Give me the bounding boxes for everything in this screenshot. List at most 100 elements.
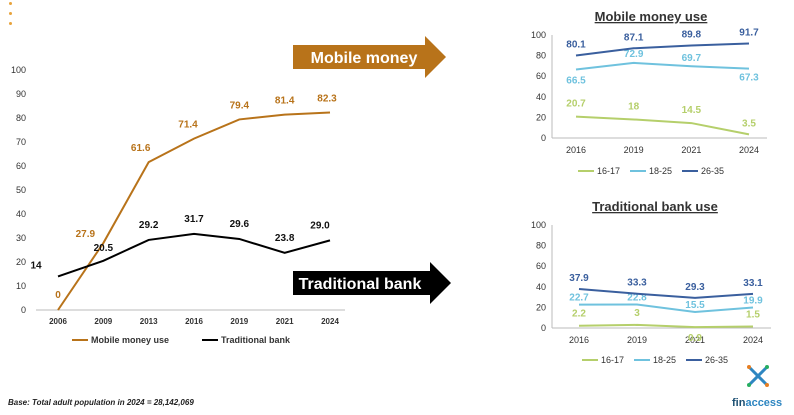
series-line-age-18-25 [575,61,750,71]
y-tick-label: 80 [536,51,546,61]
chart-title: Mobile money use [595,9,708,24]
series-line-age-16-17 [578,323,754,329]
x-tick-label: 2013 [140,317,158,326]
y-tick-label: 60 [536,261,546,271]
data-label: 3.5 [742,118,756,129]
data-label: 79.4 [230,100,250,111]
y-tick-label: 100 [11,65,26,75]
data-label: 0 [55,290,61,301]
data-label: 61.6 [131,143,151,154]
legend-label-age-18-25: 18-25 [649,166,672,176]
data-label: 29.6 [230,219,250,230]
data-label: 29.0 [310,220,330,231]
y-tick-label: 60 [536,71,546,81]
y-tick-label: 0 [541,323,546,333]
y-tick-label: 80 [536,241,546,251]
y-tick-label: 60 [16,161,26,171]
main-line-chart: 0 10 20 30 40 50 60 70 80 90 100 2006 2009 2013 2016 20… [11,65,345,345]
series-line-mobile-money [57,111,331,311]
x-tick-label: 2016 [185,317,203,326]
legend-label-age-16-17: 16-17 [601,355,624,365]
data-label: 33.3 [627,278,647,289]
data-label: 89.8 [682,30,702,41]
traditional-bank-arrow: Traditional bank [293,262,451,304]
series-line-age-26-35 [578,287,754,299]
y-tick-label: 0 [541,133,546,143]
mobile-money-arrow: Mobile money [293,36,446,78]
x-tick-label: 2016 [566,145,586,155]
y-tick-label: 40 [16,209,26,219]
series-line-traditional-bank [57,232,331,278]
data-label: 31.7 [184,214,204,225]
y-tick-label: 40 [536,92,546,102]
data-label: 15.5 [685,300,705,311]
data-label: 0.9 [688,333,702,344]
x-tick-label: 2019 [230,317,248,326]
data-label: 3 [634,308,640,319]
data-label: 66.5 [566,76,586,87]
decorative-dots [9,2,12,32]
y-tick-label: 10 [16,281,26,291]
mobile-money-age-chart: Mobile money use 0 20 40 60 80 100 2016 2019 2021… [531,9,767,176]
data-label: 80.1 [566,39,586,50]
x-tick-label: 2024 [739,145,759,155]
data-label: 14.5 [682,105,702,116]
x-tick-label: 2021 [276,317,294,326]
finaccess-logo: finaccess [728,360,788,410]
legend-label-age-26-35: 26-35 [701,166,724,176]
data-label: 2.2 [572,309,586,320]
x-tick-label: 2009 [94,317,112,326]
data-label: 91.7 [739,28,759,39]
y-tick-label: 40 [536,282,546,292]
data-label: 29.3 [685,282,705,293]
y-tick-label: 20 [536,112,546,122]
x-tick-label: 2021 [685,335,705,345]
data-label: 72.9 [624,49,644,60]
data-label: 29.2 [139,220,159,231]
x-tick-label: 2019 [627,335,647,345]
data-label: 82.3 [317,93,337,104]
x-tick-label: 2006 [49,317,67,326]
legend-label-age-26-35: 26-35 [705,355,728,365]
y-tick-label: 90 [16,89,26,99]
data-label: 23.8 [275,233,295,244]
series-line-age-16-17 [575,115,750,136]
data-label: 87.1 [624,32,644,43]
traditional-bank-age-chart: Traditional bank use 0 20 40 60 80 100 2016 2019… [531,199,771,365]
data-label: 22.7 [569,293,589,304]
y-tick-label: 0 [21,305,26,315]
data-label: 22.8 [627,293,647,304]
x-tick-label: 2024 [321,317,339,326]
traditional-bank-arrow-label: Traditional bank [299,276,422,293]
x-tick-label: 2024 [743,335,763,345]
data-label: 20.5 [94,243,114,254]
series-line-age-18-25 [578,303,754,314]
x-tick-label: 2021 [681,145,701,155]
data-label: 81.4 [275,96,295,107]
y-tick-label: 100 [531,220,546,230]
y-tick-label: 30 [16,233,26,243]
data-label: 20.7 [566,99,586,110]
data-label: 33.1 [743,278,763,289]
data-label: 67.3 [739,73,759,84]
legend-label-bank: Traditional bank [221,335,291,345]
logo-mark-icon [747,365,769,387]
legend-label-age-18-25: 18-25 [653,355,676,365]
y-tick-label: 100 [531,30,546,40]
data-label: 69.7 [682,53,702,64]
data-label: 37.9 [569,273,589,284]
y-tick-label: 50 [16,185,26,195]
data-label: 1.5 [746,309,760,320]
x-tick-label: 2016 [569,335,589,345]
data-label: 18 [628,101,640,112]
y-tick-label: 20 [536,302,546,312]
chart-title: Traditional bank use [592,199,718,214]
y-tick-label: 70 [16,137,26,147]
data-label: 14 [30,260,42,271]
legend-label-mobile: Mobile money use [91,335,169,345]
y-tick-label: 80 [16,113,26,123]
svg-text:finaccess: finaccess [732,397,782,409]
legend-label-age-16-17: 16-17 [597,166,620,176]
series-line-age-26-35 [575,42,750,57]
